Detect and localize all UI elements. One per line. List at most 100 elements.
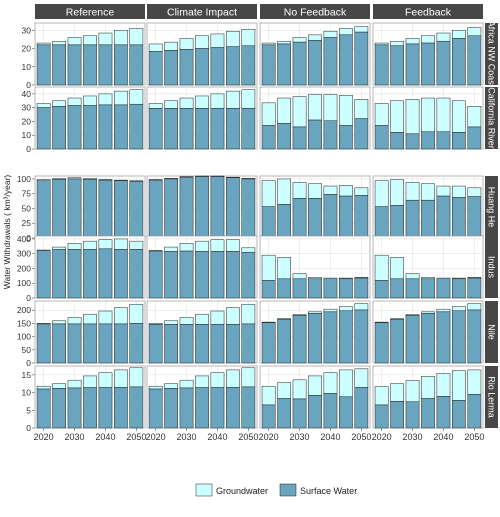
y-tick-label: 100: [17, 278, 31, 288]
bar-surface-water: [354, 195, 369, 239]
column-header-strip: [35, 4, 145, 19]
bar-surface-water: [390, 318, 404, 364]
bar-surface-water: [405, 315, 420, 364]
y-tick-label: 5: [26, 405, 31, 415]
y-tick-label: 20: [22, 44, 32, 54]
bar-groundwater: [52, 40, 66, 46]
bar-groundwater: [67, 317, 82, 325]
bar-groundwater: [114, 30, 128, 46]
row-header-label: Nile: [487, 324, 497, 340]
bar-surface-water: [36, 180, 51, 239]
y-tick-label: 0: [26, 293, 31, 303]
bar-surface-water: [277, 318, 291, 364]
bar-surface-water: [114, 104, 128, 150]
bar-groundwater: [354, 26, 369, 33]
bar-surface-water: [261, 322, 276, 364]
bar-groundwater: [452, 306, 466, 312]
bar-groundwater: [36, 103, 51, 108]
bar-surface-water: [164, 324, 178, 364]
bar-groundwater: [129, 367, 144, 388]
bar-surface-water: [277, 398, 291, 429]
bar-surface-water: [226, 108, 240, 150]
row-header-label: Indus: [487, 256, 497, 279]
bar-groundwater: [36, 385, 51, 390]
bar-groundwater: [421, 376, 435, 399]
bar-groundwater: [52, 320, 66, 325]
bar-groundwater: [129, 89, 144, 105]
bar-surface-water: [421, 131, 435, 150]
bar-groundwater: [195, 313, 209, 325]
bar-surface-water: [374, 280, 389, 299]
bar-surface-water: [421, 313, 435, 364]
bar-groundwater: [405, 38, 420, 45]
bar-groundwater: [129, 240, 144, 250]
bar-groundwater: [114, 369, 128, 388]
bar-groundwater: [374, 180, 389, 207]
y-tick-label: 400: [17, 234, 31, 244]
x-tick-label: 2040: [207, 432, 227, 442]
bar-groundwater: [179, 379, 194, 389]
bar-groundwater: [210, 93, 225, 109]
x-tick-label: 2040: [95, 432, 115, 442]
bar-surface-water: [308, 395, 322, 429]
bar-groundwater: [241, 367, 256, 388]
bar-groundwater: [148, 103, 163, 109]
bar-surface-water: [98, 179, 113, 239]
bar-groundwater: [374, 42, 389, 46]
bar-surface-water: [67, 178, 82, 239]
x-tick-label: 2050: [126, 432, 146, 442]
bar-surface-water: [83, 105, 97, 150]
bar-groundwater: [129, 28, 144, 46]
bar-groundwater: [467, 106, 482, 128]
bar-groundwater: [323, 372, 338, 394]
bar-surface-water: [436, 277, 451, 299]
bar-surface-water: [308, 40, 322, 86]
bar-surface-water: [467, 126, 482, 150]
legend-swatch-surface-water: [279, 483, 297, 497]
bar-groundwater: [179, 97, 194, 109]
bar-surface-water: [148, 388, 163, 429]
bar-groundwater: [323, 185, 338, 195]
bar-surface-water: [405, 199, 420, 239]
bar-groundwater: [179, 317, 194, 325]
bar-groundwater: [277, 257, 291, 280]
bar-surface-water: [323, 393, 338, 429]
y-tick-label: 0: [26, 358, 31, 368]
bar-surface-water: [241, 251, 256, 299]
bar-surface-water: [452, 132, 466, 150]
bar-surface-water: [98, 248, 113, 299]
bar-groundwater: [339, 369, 353, 398]
bar-groundwater: [405, 380, 420, 403]
bar-surface-water: [195, 108, 209, 150]
x-tick-label: 2050: [464, 432, 484, 442]
bar-groundwater: [261, 42, 276, 46]
bar-surface-water: [67, 387, 82, 429]
row-header-label: California River: [487, 87, 497, 149]
bar-groundwater: [354, 303, 369, 311]
column-header-strip: [147, 4, 257, 19]
bar-groundwater: [452, 100, 466, 133]
bar-surface-water: [339, 34, 353, 86]
bar-surface-water: [210, 108, 225, 150]
bar-surface-water: [405, 133, 420, 150]
bar-surface-water: [164, 251, 178, 299]
bar-groundwater: [226, 30, 240, 47]
bar-surface-water: [226, 324, 240, 364]
row-header-strip: [485, 366, 498, 428]
bar-surface-water: [452, 197, 466, 239]
y-tick-label: 300: [17, 249, 31, 259]
bar-groundwater: [210, 372, 225, 388]
bar-surface-water: [36, 44, 51, 86]
bar-surface-water: [241, 45, 256, 86]
bar-groundwater: [241, 89, 256, 109]
x-tick-label: 2040: [320, 432, 340, 442]
bar-groundwater: [241, 247, 256, 253]
bar-groundwater: [210, 239, 225, 252]
y-tick-label: 15: [22, 370, 32, 380]
bar-surface-water: [452, 310, 466, 364]
y-tick-label: 150: [17, 318, 31, 328]
row-header-strip: [485, 236, 498, 298]
bar-groundwater: [67, 37, 82, 46]
bar-groundwater: [436, 32, 451, 42]
bar-surface-water: [390, 278, 404, 299]
